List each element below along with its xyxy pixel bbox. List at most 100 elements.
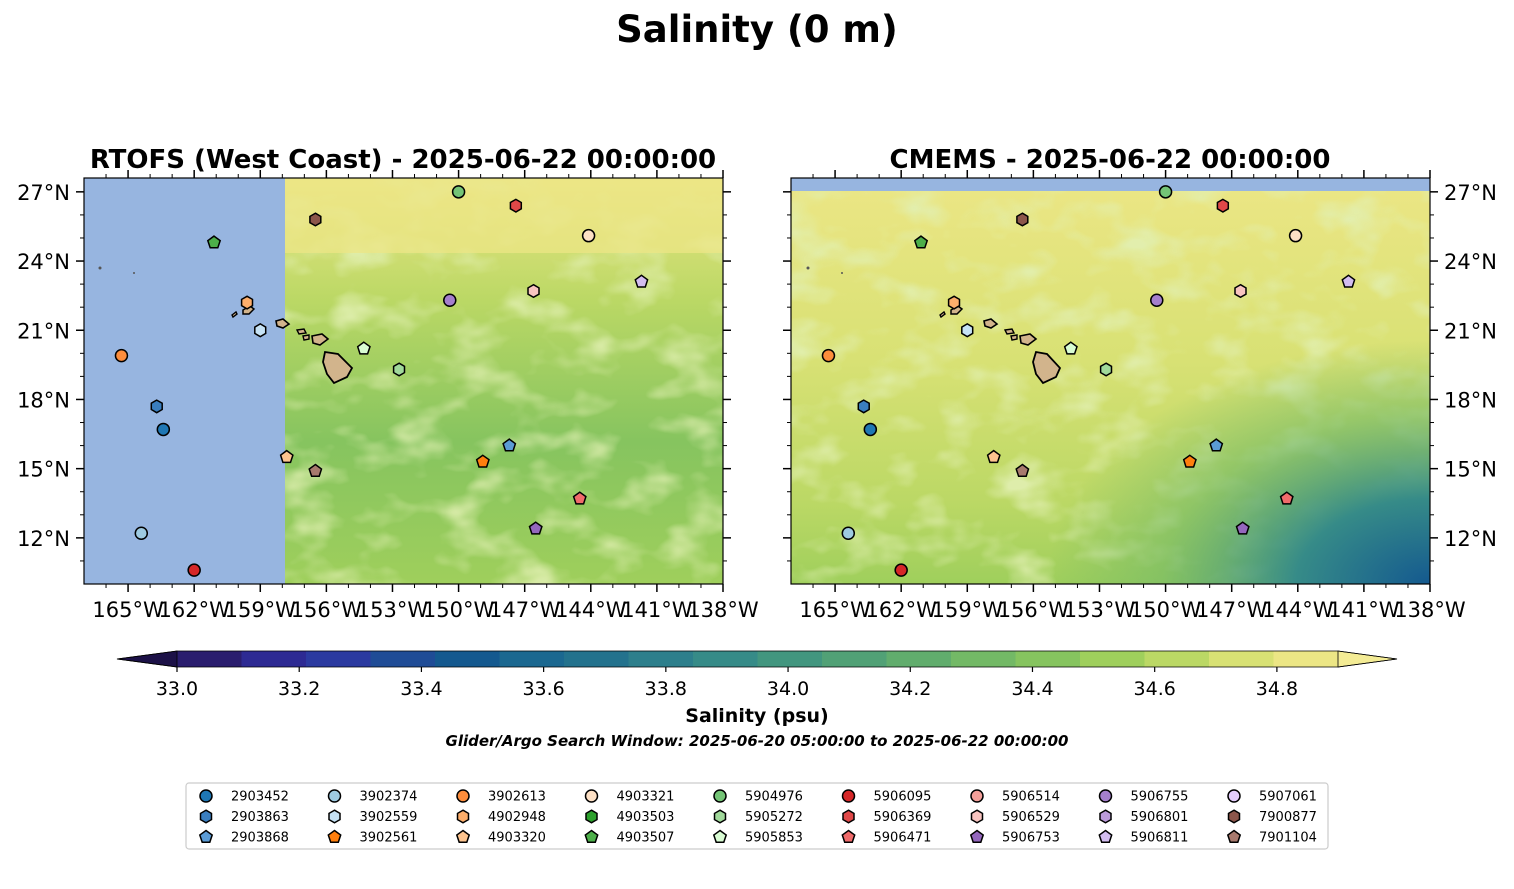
legend-label: 5906811 [1131, 831, 1189, 846]
colorbar-swatch [499, 651, 565, 667]
legend-marker-7901104 [1226, 829, 1242, 843]
colorbar-swatch [435, 651, 501, 667]
float-marker-3902561 [475, 454, 490, 468]
legend-label: 2903452 [231, 790, 289, 805]
float-marker-4903320 [986, 449, 1001, 464]
legend-item-5906514: 5906514 [970, 789, 1060, 805]
legend-item-2903863: 2903863 [199, 809, 289, 825]
x-tick-label: 138°W [1394, 598, 1466, 622]
float-marker-2903452 [863, 422, 878, 437]
legend-label: 5906514 [1002, 790, 1060, 805]
legend-marker-3902559 [328, 809, 341, 824]
legend-item-7901104: 7901104 [1226, 829, 1317, 846]
float-marker-4903507 [206, 235, 222, 249]
legend-label: 5906369 [874, 810, 932, 825]
float-marker-2903868 [1209, 438, 1224, 452]
x-tick-label: 159°W [225, 598, 297, 622]
float-marker-5906095 [894, 563, 908, 577]
legend-item-5905272: 5905272 [713, 809, 803, 825]
colorbar-swatch [177, 651, 243, 667]
colorbar-ticks: 33.0 33.2 33.4 33.6 33.8 34.0 34.2 34.4 34.6 34.8 [156, 667, 1298, 700]
colorbar-swatch [822, 651, 888, 667]
legend-label: 4903507 [617, 831, 675, 846]
x-tick-label: 153°W [1064, 598, 1136, 622]
rtofs-salinity-field [84, 178, 723, 584]
float-legend: 2903452 2903863 2903868 3902374 3902559 39025… [185, 782, 1329, 850]
colorbar-label: Salinity (psu) [685, 705, 828, 727]
colorbar-tick-label: 34.6 [1134, 678, 1176, 700]
legend-marker-4903321 [584, 789, 599, 803]
legend-item-3902374: 3902374 [327, 789, 417, 805]
legend-marker-3902374 [327, 789, 342, 803]
legend-label: 3902613 [488, 790, 546, 805]
colorbar-swatch [1209, 651, 1275, 667]
colorbar-tick-label: 34.8 [1256, 678, 1298, 700]
float-marker-2903863 [857, 399, 870, 414]
float-marker-2903452 [156, 422, 171, 437]
legend-label: 5907061 [1259, 790, 1317, 805]
legend-label: 5904976 [745, 790, 803, 805]
legend-label: 4902948 [488, 810, 546, 825]
float-marker-5905272 [392, 362, 406, 377]
legend-label: 2903863 [231, 810, 289, 825]
cmems-map-panel: CMEMS - 2025-06-22 00:00:00 165°W162°W15… [783, 145, 1497, 622]
cmems-salinity-field [791, 178, 1430, 584]
x-tick-label: 144°W [1262, 598, 1334, 622]
cmems-float-markers [821, 185, 1356, 577]
colorbar-tick-label: 34.2 [889, 678, 931, 700]
legend-marker-5906514 [970, 789, 984, 803]
colorbar-swatch [306, 651, 372, 667]
legend-marker-5905853 [712, 829, 728, 843]
colorbar: 33.0 33.2 33.4 33.6 33.8 34.0 34.2 34.4 34.6 34.8… [116, 650, 1398, 727]
legend-item-4902948: 4902948 [456, 809, 546, 825]
float-marker-3902374 [134, 526, 149, 540]
y-tick-label: 27°N [17, 181, 70, 205]
rtofs-hawaii-islands [98, 266, 354, 385]
legend-item-5906801: 5906801 [1099, 809, 1188, 825]
legend-item-2903868: 2903868 [198, 829, 289, 846]
float-marker-4903320 [279, 449, 294, 464]
float-marker-3902613 [821, 348, 836, 363]
legend-label: 3902559 [360, 810, 418, 825]
legend-marker-3902561 [327, 829, 342, 843]
colorbar-min-extend [116, 650, 178, 668]
colorbar-tick-label: 34.4 [1011, 678, 1053, 700]
float-marker-5906369 [509, 198, 523, 213]
legend-item-5906095: 5906095 [841, 789, 931, 805]
legend-item-5906811: 5906811 [1098, 829, 1189, 846]
legend-label: 5906755 [1131, 790, 1189, 805]
y-tick-label: 15°N [17, 458, 70, 482]
legend-marker-5906755 [1098, 789, 1113, 803]
cmems-axis-ticks: 165°W162°W159°W156°W153°W150°W147°W144°W… [783, 170, 1497, 622]
colorbar-swatch [628, 651, 694, 667]
legend-item-4903321: 4903321 [584, 789, 674, 805]
x-tick-label: 156°W [998, 598, 1070, 622]
legend-label: 4903320 [488, 831, 546, 846]
x-tick-label: 144°W [555, 598, 627, 622]
colorbar-tick-label: 33.6 [522, 678, 564, 700]
colorbar-swatch [886, 651, 952, 667]
legend-item-3902561: 3902561 [327, 829, 418, 846]
y-tick-label: 18°N [17, 388, 70, 412]
float-marker-4903321 [581, 228, 596, 243]
x-tick-label: 138°W [687, 598, 759, 622]
legend-marker-5905272 [713, 809, 727, 824]
legend-marker-5904976 [713, 789, 727, 803]
legend-marker-2903868 [198, 829, 214, 843]
legend-marker-7900877 [1227, 809, 1241, 824]
legend-item-5906529: 5906529 [970, 809, 1060, 825]
rtofs-float-markers [114, 185, 649, 577]
colorbar-swatch [1080, 651, 1146, 667]
legend-marker-5906369 [842, 809, 855, 824]
legend-label: 7901104 [1259, 831, 1317, 846]
rtofs-axis-ticks: 165°W162°W159°W156°W153°W150°W147°W144°W… [17, 170, 759, 622]
colorbar-swatch [757, 651, 823, 667]
rtofs-panel-title: RTOFS (West Coast) - 2025-06-22 00:00:00 [90, 145, 716, 175]
y-tick-label: 24°N [1444, 250, 1497, 274]
float-marker-3902374 [841, 526, 856, 540]
float-marker-7900877 [309, 212, 322, 227]
legend-label: 3902561 [360, 831, 418, 846]
x-tick-label: 162°W [865, 598, 937, 622]
float-marker-5906369 [1216, 198, 1230, 213]
